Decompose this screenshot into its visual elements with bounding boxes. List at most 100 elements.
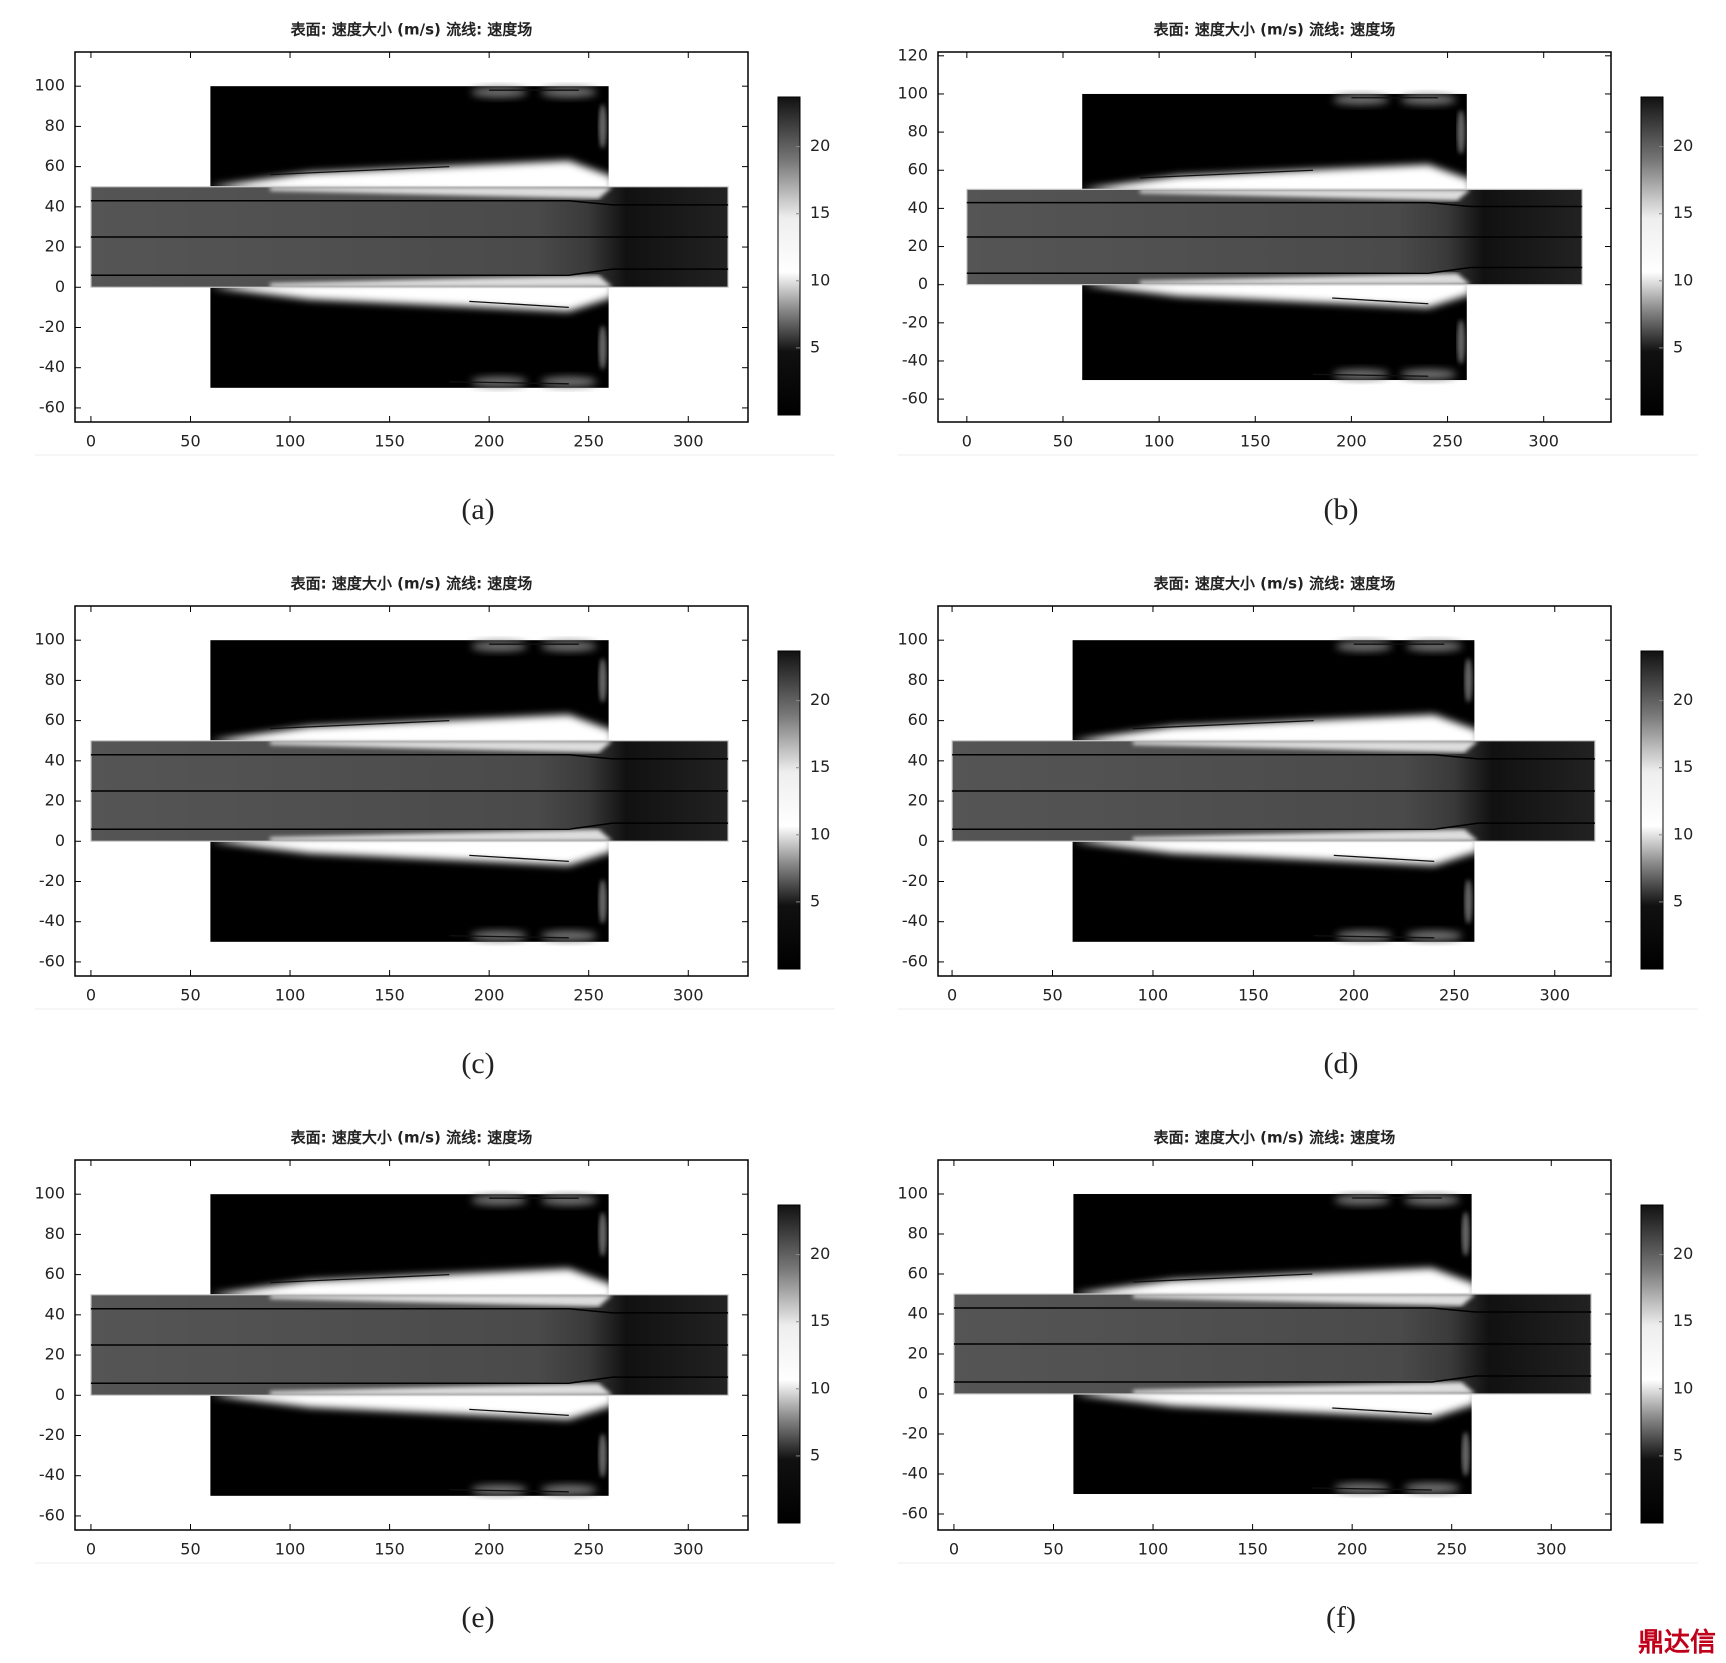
x-tick-label: 200 [474,1540,505,1559]
y-tick-label: -60 [39,951,65,970]
y-tick-label: 0 [55,277,65,296]
streamline [1332,1407,1432,1415]
x-tick-label: 0 [949,1540,959,1559]
streamline [966,266,1583,274]
chart-title: 表面: 速度大小 (m/s) 流线: 速度场 [1154,1129,1396,1147]
colorbar-tick-label: 15 [1673,203,1693,222]
recirculation-glow [1406,930,1463,941]
y-tick-label: 80 [45,116,65,135]
streamline [90,200,729,206]
recirculation-glow [598,879,607,924]
y-tick-label: -60 [902,951,928,970]
x-tick-label: 250 [1436,1540,1467,1559]
x-tick-label: 150 [1238,986,1269,1005]
streamline [1132,719,1314,730]
recirculation-glow [1403,1195,1460,1205]
colorbar-tick-label: 5 [810,337,820,356]
y-tick-label: -40 [902,1464,928,1483]
y-tick-label: -40 [902,911,928,930]
recirculation-glow [471,1195,528,1206]
streamline [966,201,1583,208]
caption: (b) [1324,493,1359,526]
plot-area [90,640,729,942]
y-tick-label: 40 [45,750,65,769]
streamline [952,822,1595,830]
streamline [90,1308,729,1314]
streamline [953,1375,1592,1383]
colorbar-tick-label: 5 [1673,1445,1683,1464]
recirculation-glow [540,376,597,387]
colorbar-tick-label: 20 [810,1244,830,1263]
y-tick-label: 80 [908,1224,928,1243]
colorbar-tick-label: 15 [810,757,830,776]
y-tick-label: 60 [45,156,65,175]
channel-edge-glow [1132,829,1479,842]
colorbar-tick-label: 5 [810,1445,820,1464]
y-tick-label: 100 [34,76,65,95]
y-tick-label: 80 [45,1224,65,1243]
colorbar-tick-label: 15 [1673,757,1693,776]
streamline [1312,373,1429,377]
x-tick-label: 300 [673,432,704,451]
y-tick-label: -40 [902,350,928,369]
y-tick-label: 0 [918,831,928,850]
y-tick-label: 20 [45,791,65,810]
y-tick-label: 40 [908,1304,928,1323]
y-tick-label: 40 [908,750,928,769]
streamline [1332,297,1429,305]
channel-edge-glow [270,829,613,842]
y-tick-label: 20 [45,1345,65,1364]
recirculation-glow [471,87,528,98]
recirculation-glow [540,87,597,98]
channel-edge-glow [1132,740,1479,753]
x-tick-label: 50 [1042,986,1062,1005]
plot-area [90,86,729,388]
x-tick-label: 0 [86,986,96,1005]
channel-edge-glow [1139,189,1471,201]
recirculation-glow [1333,369,1390,380]
recirculation-glow [540,641,597,652]
recirculation-glow [598,325,607,370]
streamline [1313,935,1435,939]
y-tick-label: -20 [39,317,65,336]
y-tick-label: -60 [902,389,928,408]
streamline [469,1408,569,1417]
y-tick-label: -20 [902,1424,928,1443]
axes-frame [74,1159,749,1531]
colorbar [777,650,801,970]
streamline [270,1273,450,1284]
channel-edge-glow [270,275,613,288]
streamline [1139,169,1313,179]
y-tick-label: 100 [897,1184,928,1203]
colorbar-tick-label: 20 [810,136,830,155]
x-tick-label: 250 [573,432,604,451]
x-tick-label: 250 [573,1540,604,1559]
colorbar-tick-label: 10 [810,270,830,289]
y-tick-label: -20 [39,871,65,890]
streamline [270,165,450,176]
colorbar [777,1204,801,1524]
x-tick-label: 200 [474,432,505,451]
y-tick-label: -60 [39,1505,65,1524]
streamline [469,854,569,863]
recirculation-glow [1461,1212,1470,1256]
x-tick-label: 50 [180,432,200,451]
x-tick-label: 0 [86,432,96,451]
x-tick-label: 0 [86,1540,96,1559]
recirculation-glow [598,658,607,703]
y-tick-label: 60 [908,1264,928,1283]
axes-frame [937,1159,1612,1531]
colorbar-tick-label: 10 [810,1378,830,1397]
streamline [449,381,569,385]
y-tick-label: -20 [39,1425,65,1444]
x-tick-label: 250 [1432,432,1463,451]
y-tick-label: 40 [45,1304,65,1323]
colorbar-tick-label: 20 [1673,690,1693,709]
x-tick-label: 300 [673,986,704,1005]
y-tick-label: 100 [897,83,928,102]
y-tick-label: -20 [902,312,928,331]
